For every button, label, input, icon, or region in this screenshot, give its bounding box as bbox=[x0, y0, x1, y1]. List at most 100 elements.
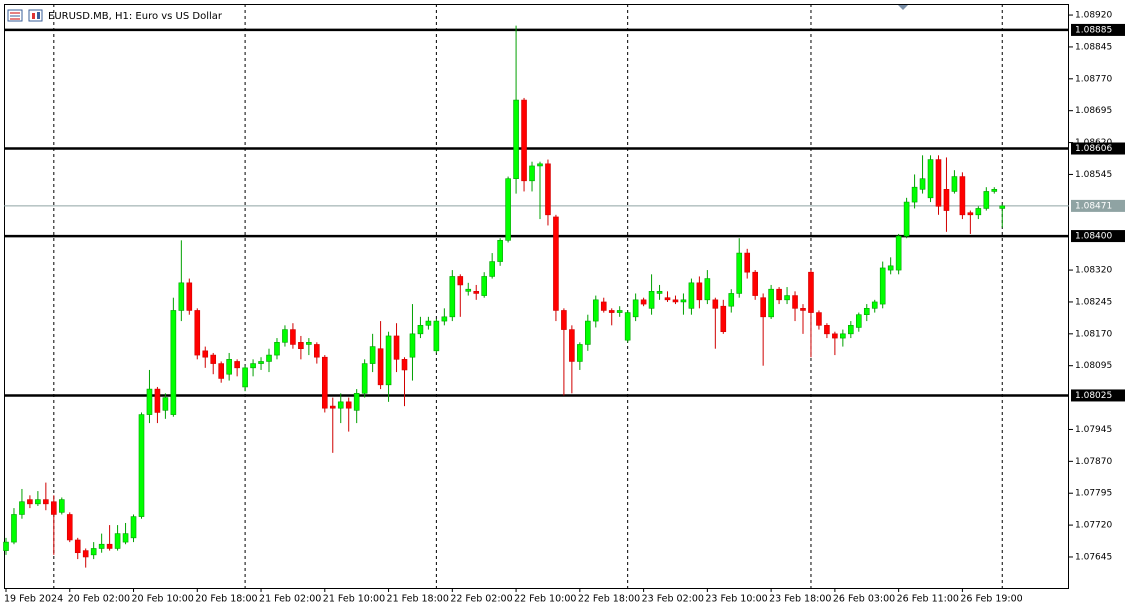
current-price-box bbox=[1071, 199, 1125, 212]
candle-body bbox=[90, 548, 97, 556]
period-separators bbox=[53, 4, 1003, 588]
candle-body bbox=[82, 550, 89, 558]
axes: 1.089201.088451.087701.086951.086201.085… bbox=[4, 11, 1125, 605]
x-tick-label: 19 Feb 2024 bbox=[4, 594, 63, 605]
candle-body bbox=[321, 356, 328, 409]
candle-body bbox=[592, 299, 599, 322]
candle-body bbox=[513, 99, 519, 179]
shift-marker[interactable] bbox=[898, 5, 908, 10]
candle-body bbox=[505, 178, 511, 241]
candle-body bbox=[728, 293, 735, 307]
candle-body bbox=[98, 543, 105, 549]
level-label: 1.08606 bbox=[1075, 144, 1112, 154]
candle-body bbox=[585, 320, 591, 345]
level-label-box bbox=[1071, 142, 1125, 155]
candle-body bbox=[234, 361, 240, 369]
candle-body bbox=[776, 288, 782, 301]
y-tick-label: 1.08770 bbox=[1075, 74, 1112, 84]
x-tick-label: 20 Feb 02:00 bbox=[68, 594, 130, 605]
x-tick-label: 22 Feb 10:00 bbox=[514, 594, 576, 605]
y-tick-label: 1.07870 bbox=[1075, 457, 1112, 467]
candle-body bbox=[19, 501, 25, 515]
candle-body bbox=[274, 342, 280, 356]
candle-body bbox=[417, 325, 424, 335]
candle-body bbox=[577, 344, 583, 362]
candle-body bbox=[282, 329, 288, 343]
candle-body bbox=[903, 201, 910, 237]
level-label-box bbox=[1071, 23, 1125, 36]
candle-body bbox=[194, 310, 201, 356]
candle-body bbox=[792, 295, 798, 309]
candle-body bbox=[170, 310, 177, 415]
candle-body bbox=[66, 514, 73, 541]
chart-title: EURUSD.MB, H1: Euro vs US Dollar bbox=[48, 11, 223, 22]
x-tick-label: 20 Feb 10:00 bbox=[132, 594, 194, 605]
candle-body bbox=[808, 271, 814, 313]
candle-body bbox=[561, 310, 567, 330]
candle-body bbox=[385, 335, 392, 386]
candle-body bbox=[27, 499, 33, 505]
candle-body bbox=[863, 308, 870, 316]
candle-body bbox=[58, 499, 65, 513]
candle-body bbox=[441, 316, 448, 322]
candle-body bbox=[154, 388, 161, 413]
candle-body bbox=[975, 208, 982, 216]
candle-body bbox=[608, 310, 615, 313]
candle-body bbox=[824, 325, 830, 335]
candle-body bbox=[943, 189, 950, 211]
candle-body bbox=[35, 499, 41, 505]
candle-body bbox=[250, 363, 256, 369]
candle-body bbox=[369, 346, 376, 364]
level-label: 1.08885 bbox=[1075, 25, 1112, 35]
candle-body bbox=[393, 335, 400, 360]
candle-body bbox=[266, 354, 272, 362]
candle-body bbox=[521, 99, 527, 182]
candle-body bbox=[377, 348, 384, 386]
candle-body bbox=[704, 278, 711, 301]
candle-body bbox=[122, 533, 129, 543]
candle-body bbox=[632, 299, 639, 318]
candle-body bbox=[489, 261, 495, 277]
candle-body bbox=[74, 539, 81, 554]
candle-body bbox=[832, 333, 838, 339]
candle-body bbox=[840, 333, 846, 339]
candle-body bbox=[951, 176, 958, 192]
candle-body bbox=[242, 367, 248, 388]
candle-body bbox=[114, 533, 121, 549]
y-tick-label: 1.08320 bbox=[1075, 266, 1112, 276]
candle-body bbox=[202, 350, 209, 358]
candle-body bbox=[545, 163, 551, 216]
candle-body bbox=[178, 282, 185, 311]
candle-body bbox=[529, 165, 535, 182]
candle-body bbox=[146, 388, 153, 415]
candle-body bbox=[162, 397, 169, 411]
candle-body bbox=[640, 299, 647, 305]
candle-body bbox=[210, 354, 217, 364]
y-tick-label: 1.07795 bbox=[1075, 489, 1112, 499]
y-tick-label: 1.07720 bbox=[1075, 521, 1112, 531]
candle-body bbox=[879, 267, 886, 305]
candle-body bbox=[664, 297, 671, 301]
candle-body bbox=[465, 288, 472, 292]
icon-bar bbox=[32, 13, 35, 19]
candle-body bbox=[887, 265, 894, 271]
plot-frame bbox=[4, 4, 1069, 589]
icon[interactable] bbox=[28, 9, 43, 22]
candle-body bbox=[314, 344, 320, 358]
candle-body bbox=[656, 291, 663, 294]
candle-body bbox=[481, 276, 488, 296]
candle-body bbox=[433, 320, 440, 352]
candle-body bbox=[648, 291, 655, 309]
candles bbox=[3, 25, 1006, 568]
y-tick-label: 1.07645 bbox=[1075, 552, 1112, 562]
candle-body bbox=[688, 282, 695, 309]
candle-body bbox=[345, 401, 352, 409]
y-tick-label: 1.08920 bbox=[1075, 11, 1112, 21]
candle-body bbox=[816, 312, 822, 326]
candle-body bbox=[696, 282, 703, 301]
candle-body bbox=[553, 216, 559, 311]
candle-body bbox=[680, 299, 687, 303]
